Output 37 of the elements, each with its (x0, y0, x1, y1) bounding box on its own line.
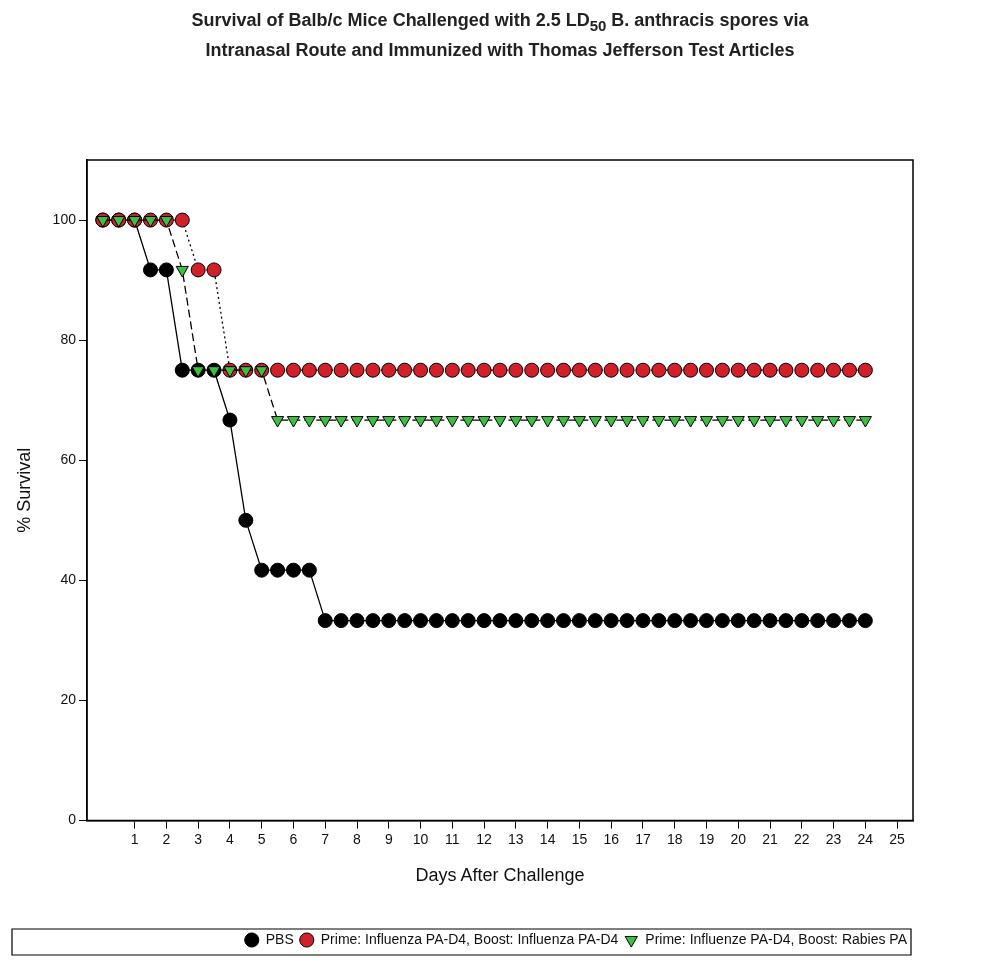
x-tick-label: 7 (321, 830, 330, 847)
x-tick-label: 9 (384, 830, 393, 847)
x-tick-label: 17 (635, 830, 651, 847)
x-tick-label: 1 (130, 830, 139, 847)
x-tick-label: 20 (730, 830, 747, 847)
legend-label: PBS (265, 930, 294, 947)
x-tick-label: 11 (445, 830, 460, 847)
x-tick-label: 14 (539, 830, 556, 847)
x-tick-label: 6 (289, 830, 298, 847)
x-tick-label: 25 (889, 830, 906, 847)
legend-label: Prime: Influenza PA-D4, Boost: Influenza PA-D4 (320, 930, 619, 947)
x-tick-label: 13 (508, 830, 524, 847)
x-axis-title: Days After Challenge (415, 865, 585, 886)
x-tick-label: 15 (571, 830, 588, 847)
y-axis-title: % Survival (13, 447, 34, 533)
y-tick-label: 0 (68, 811, 77, 828)
legend-label: Prime: Influenze PA-D4, Boost: Rabies PA (645, 930, 908, 947)
x-tick-label: 24 (857, 830, 874, 847)
x-tick-label: 21 (762, 830, 779, 847)
x-tick-label: 2 (162, 830, 171, 847)
x-tick-label: 16 (603, 830, 620, 847)
x-tick-label: 19 (698, 830, 715, 847)
y-tick-label: 20 (60, 691, 77, 708)
x-tick-label: 5 (257, 830, 266, 847)
x-tick-label: 10 (412, 830, 429, 847)
x-tick-label: 12 (476, 830, 493, 847)
x-tick-label: 18 (666, 830, 683, 847)
y-tick-label: 40 (60, 571, 77, 588)
x-tick-label: 3 (194, 830, 203, 847)
y-tick-label: 100 (52, 210, 77, 227)
x-tick-label: 4 (226, 830, 235, 847)
x-tick-label: 8 (353, 830, 362, 847)
y-tick-label: 60 (60, 451, 77, 468)
y-tick-label: 80 (60, 331, 77, 348)
chart-title: Survival of Balb/c Mice Challenged with 2.5 LD$_{50}$ B. anthracis spores via Intranasal Route and Immunized with Thomas Jefferson Test Articles (190, 9, 810, 62)
x-tick-label: 23 (825, 830, 842, 847)
x-tick-label: 22 (794, 830, 810, 847)
